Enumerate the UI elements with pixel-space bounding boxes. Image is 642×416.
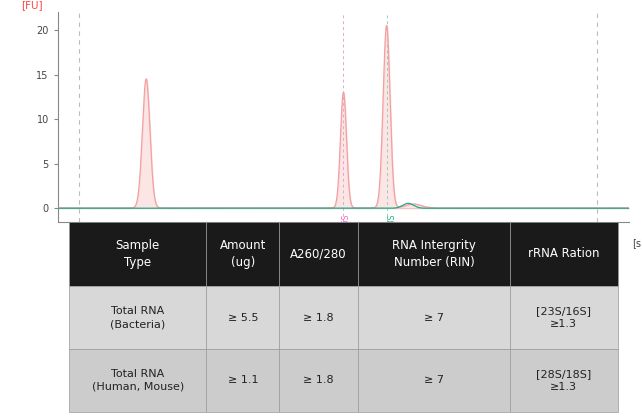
Text: Sample
Type: Sample Type bbox=[116, 239, 160, 269]
Text: 23S: 23S bbox=[388, 213, 397, 228]
Bar bbox=[279, 286, 358, 349]
Bar bbox=[69, 286, 206, 349]
Bar bbox=[279, 349, 358, 412]
Text: ≥ 1.1: ≥ 1.1 bbox=[227, 376, 258, 386]
Text: Total RNA
(Human, Mouse): Total RNA (Human, Mouse) bbox=[92, 369, 184, 392]
Bar bbox=[358, 222, 510, 286]
Bar bbox=[358, 349, 510, 412]
Bar bbox=[510, 349, 618, 412]
Bar bbox=[206, 349, 279, 412]
Bar bbox=[206, 286, 279, 349]
Text: 16S: 16S bbox=[341, 213, 350, 228]
Text: [28S/18S]
≥1.3: [28S/18S] ≥1.3 bbox=[536, 369, 591, 392]
Text: ≥ 1.8: ≥ 1.8 bbox=[304, 313, 334, 323]
Bar bbox=[69, 349, 206, 412]
Bar bbox=[69, 222, 206, 286]
Text: ≥ 7: ≥ 7 bbox=[424, 313, 444, 323]
Bar bbox=[358, 286, 510, 349]
Text: ≥ 1.8: ≥ 1.8 bbox=[304, 376, 334, 386]
Text: A260/280: A260/280 bbox=[290, 248, 347, 260]
Text: [FU]: [FU] bbox=[21, 0, 42, 10]
Bar bbox=[510, 222, 618, 286]
Bar bbox=[279, 222, 358, 286]
Text: [23S/16S]
≥1.3: [23S/16S] ≥1.3 bbox=[536, 306, 591, 329]
Text: ≥ 5.5: ≥ 5.5 bbox=[227, 313, 258, 323]
Text: Total RNA
(Bacteria): Total RNA (Bacteria) bbox=[110, 306, 166, 329]
Bar bbox=[206, 222, 279, 286]
Bar bbox=[510, 286, 618, 349]
Text: [s]: [s] bbox=[632, 238, 642, 248]
Text: RNA Intergrity
Number (RIN): RNA Intergrity Number (RIN) bbox=[392, 239, 476, 269]
Text: ≥ 7: ≥ 7 bbox=[424, 376, 444, 386]
Text: rRNA Ration: rRNA Ration bbox=[528, 248, 600, 260]
Text: Amount
(ug): Amount (ug) bbox=[220, 239, 266, 269]
